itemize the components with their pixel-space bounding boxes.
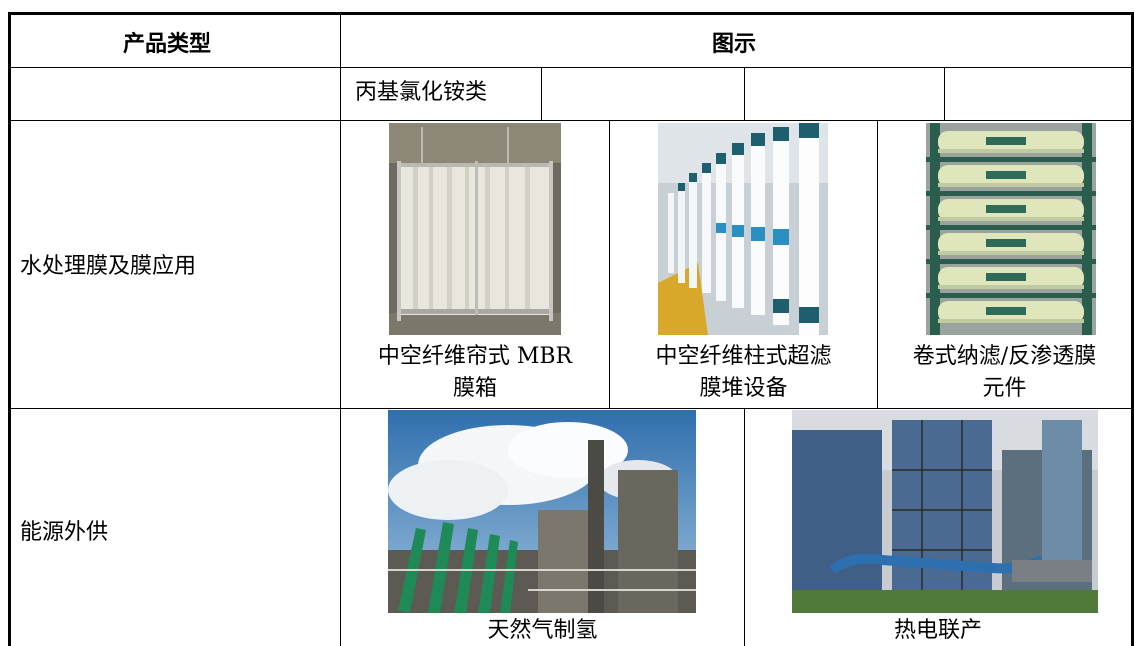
table-border-right (1131, 12, 1134, 646)
row-divider (8, 120, 1134, 121)
table-border-left (8, 12, 11, 646)
cell-divider (944, 67, 945, 120)
row-label-membrane: 水处理膜及膜应用 (20, 254, 197, 279)
hydrogen-plant-photo (388, 410, 696, 613)
row-label-energy: 能源外供 (20, 520, 109, 545)
table-border-top (8, 12, 1134, 15)
cogeneration-plant-photo (792, 410, 1098, 613)
hydrogen-caption: 天然气制氢 (487, 618, 598, 643)
header-product-type: 产品类型 (123, 32, 212, 57)
header-illustration: 图示 (712, 32, 757, 57)
row-divider (8, 67, 1134, 68)
cell-divider (744, 408, 745, 646)
row-divider (8, 408, 1134, 409)
uf-caption-line1: 中空纤维柱式超滤 (655, 344, 832, 369)
cell-divider (609, 120, 610, 408)
uf-caption-line2: 膜堆设备 (699, 376, 788, 401)
cell-divider (541, 67, 542, 120)
cell-divider (744, 67, 745, 120)
ro-caption-line1: 卷式纳滤/反渗透膜 (912, 344, 1097, 369)
column-divider (340, 12, 341, 646)
cell-divider (877, 120, 878, 408)
mbr-caption-line1: 中空纤维帘式 MBR (377, 344, 573, 369)
cogeneration-caption: 热电联产 (893, 618, 982, 643)
ro-membrane-element-photo (926, 123, 1096, 335)
mbr-membrane-box-photo (389, 123, 561, 335)
uf-membrane-stack-photo (658, 123, 828, 335)
chemical-item-label: 丙基氯化铵类 (355, 80, 488, 105)
mbr-caption-line2: 膜箱 (452, 376, 497, 401)
ro-caption-line2: 元件 (982, 376, 1027, 401)
